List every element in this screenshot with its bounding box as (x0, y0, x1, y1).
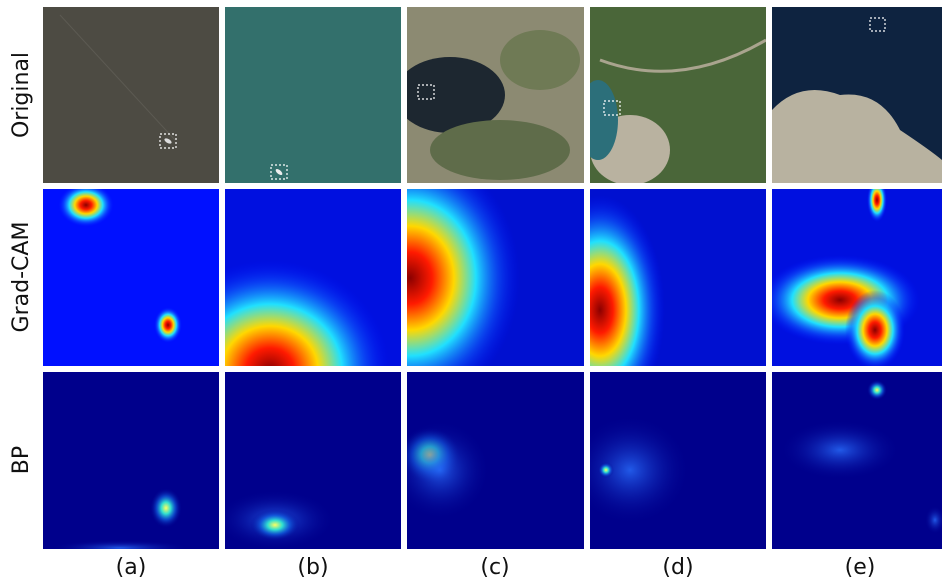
saliency-blob (867, 380, 887, 400)
saliency (215, 490, 335, 550)
image-bp (43, 372, 219, 549)
image-original (578, 7, 766, 185)
column-label: (d) (662, 555, 693, 580)
image-original (43, 7, 219, 183)
saliency-blob (250, 509, 300, 541)
saliency-blob (570, 415, 690, 525)
heat-blob (867, 178, 887, 222)
heat-blob (154, 307, 182, 343)
column-label: (a) (116, 555, 147, 580)
vegetation (500, 30, 580, 90)
saliency-blob (780, 420, 900, 480)
heat-blob (845, 290, 905, 370)
row-label: Grad-CAM (9, 222, 34, 333)
saliency-blob (150, 488, 182, 528)
row-label: Original (9, 52, 34, 138)
saliency (390, 420, 490, 520)
row-label: BP (9, 446, 34, 474)
column-label: (b) (297, 555, 328, 580)
column-label: (c) (480, 555, 509, 580)
saliency (570, 415, 690, 525)
image-original (395, 7, 584, 183)
vegetation (430, 120, 570, 180)
saliency-blob (598, 462, 614, 478)
saliency-blob (390, 420, 490, 520)
column-label: (e) (845, 555, 876, 580)
figure: Original Grad-CAM BP (0, 0, 942, 583)
heat-blob (58, 183, 114, 227)
image-original (772, 7, 942, 183)
saliency-blob (50, 540, 190, 556)
texture (225, 7, 401, 183)
page: Original Grad-CAM BP (0, 0, 942, 583)
